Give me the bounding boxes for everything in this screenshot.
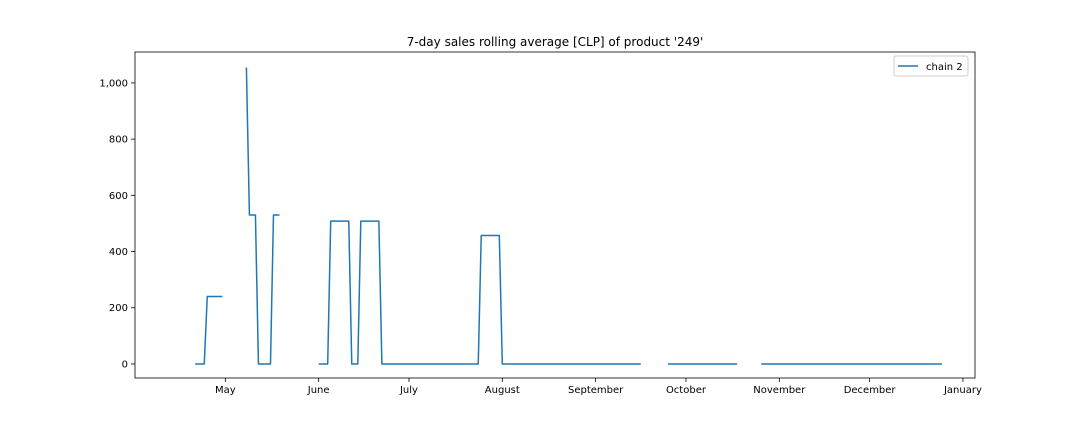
series-line-segment	[318, 220, 641, 365]
x-tick-label: December	[844, 385, 897, 396]
x-tick-label: September	[568, 385, 624, 396]
legend: chain 2	[893, 55, 969, 77]
x-tick-label: January	[943, 385, 982, 396]
x-tick-label: October	[666, 385, 707, 396]
legend-box	[893, 55, 969, 77]
y-tick-label: 600	[109, 191, 128, 202]
y-tick-label: 200	[109, 303, 128, 314]
series-line-segment	[245, 67, 280, 365]
x-tick-label: November	[753, 385, 806, 396]
x-tick-label: May	[215, 385, 236, 396]
y-tick-label: 0	[122, 359, 128, 370]
series-layer	[195, 67, 942, 365]
x-tick-label: June	[307, 385, 330, 396]
y-tick-label: 1,000	[99, 78, 128, 89]
x-axis: May June July August September October Novembe…	[215, 378, 982, 396]
x-tick-label: July	[399, 385, 418, 396]
y-axis: 0 200 400 600 800 1,000	[99, 78, 135, 370]
legend-label: chain 2	[926, 62, 963, 73]
series-line-segment	[195, 295, 223, 365]
y-tick-label: 800	[109, 135, 128, 146]
x-tick-label: August	[485, 385, 520, 396]
chart-title: 7-day sales rolling average [CLP] of pro…	[407, 35, 704, 49]
plot-frame	[134, 51, 976, 379]
y-tick-label: 400	[109, 247, 128, 258]
